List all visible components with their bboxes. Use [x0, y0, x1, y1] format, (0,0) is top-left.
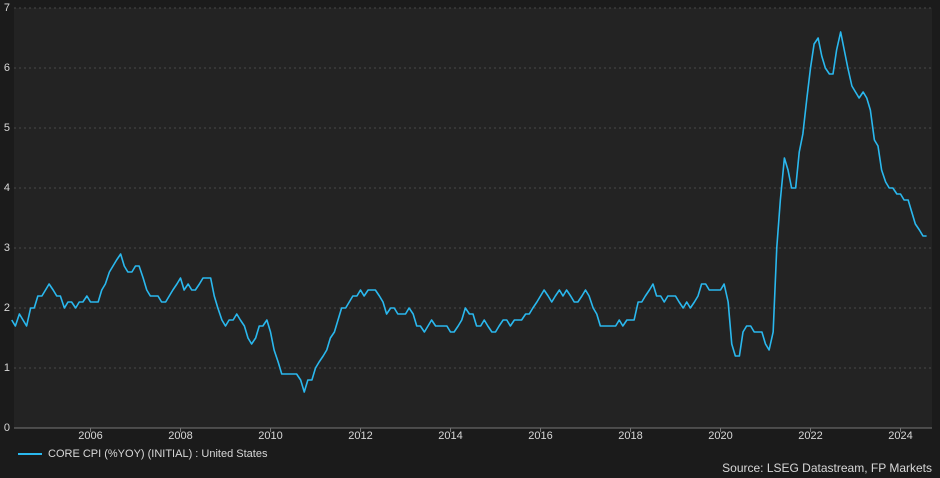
- y-tick-label: 4: [4, 182, 10, 194]
- x-tick-label: 2014: [438, 430, 462, 442]
- y-tick-label: 6: [4, 62, 10, 74]
- x-tick-label: 2022: [798, 430, 822, 442]
- data-line: [11, 31, 927, 393]
- y-tick-label: 1: [4, 362, 10, 374]
- y-tick-label: 7: [4, 2, 10, 14]
- legend-label: CORE CPI (%YOY) (INITIAL) : United State…: [48, 448, 268, 460]
- y-tick-label: 5: [4, 122, 10, 134]
- x-tick-label: 2020: [708, 430, 732, 442]
- x-tick-label: 2010: [258, 430, 282, 442]
- x-tick-label: 2016: [528, 430, 552, 442]
- x-tick-label: 2018: [618, 430, 642, 442]
- y-tick-label: 3: [4, 242, 10, 254]
- x-tick-label: 2024: [888, 430, 912, 442]
- y-tick-label: 0: [4, 422, 10, 434]
- source-note: Source: LSEG Datastream, FP Markets: [722, 461, 932, 475]
- x-tick-label: 2012: [348, 430, 372, 442]
- plot-area: [14, 8, 932, 428]
- y-tick-label: 2: [4, 302, 10, 314]
- x-tick-label: 2008: [168, 430, 192, 442]
- x-tick-label: 2006: [78, 430, 102, 442]
